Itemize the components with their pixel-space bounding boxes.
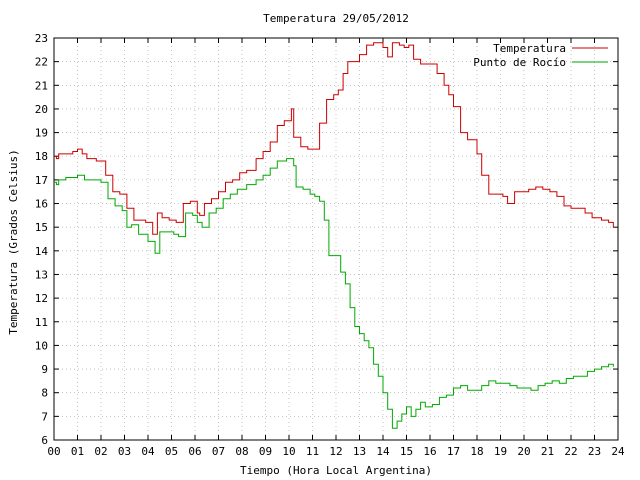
legend-label: Punto de Rocío <box>473 56 566 69</box>
x-tick-label: 20 <box>517 445 530 458</box>
y-tick-label: 21 <box>35 79 48 92</box>
y-tick-label: 20 <box>35 103 48 116</box>
x-tick-label: 12 <box>329 445 342 458</box>
x-tick-label: 00 <box>47 445 60 458</box>
x-tick-label: 13 <box>353 445 366 458</box>
series-line-punto-de-rocio <box>54 158 614 429</box>
y-tick-label: 14 <box>35 245 49 258</box>
y-tick-label: 17 <box>35 174 48 187</box>
x-tick-label: 14 <box>376 445 390 458</box>
y-tick-label: 22 <box>35 56 48 69</box>
y-tick-label: 18 <box>35 150 48 163</box>
legend-label: Temperatura <box>493 42 566 55</box>
series-line-temperatura <box>54 42 614 235</box>
y-tick-label: 11 <box>35 316 48 329</box>
series-group <box>54 42 614 429</box>
x-tick-label: 03 <box>118 445 131 458</box>
x-tick-label: 24 <box>611 445 625 458</box>
y-tick-label: 8 <box>41 387 48 400</box>
x-tick-label: 08 <box>235 445 248 458</box>
x-tick-label: 21 <box>541 445 554 458</box>
x-tick-label: 17 <box>447 445 460 458</box>
x-tick-label: 11 <box>306 445 319 458</box>
x-tick-label: 23 <box>588 445 601 458</box>
y-tick-label: 9 <box>41 363 48 376</box>
x-tick-label: 19 <box>494 445 507 458</box>
y-axis-label: Temperatura (Grados Celsius) <box>7 149 20 334</box>
grid <box>54 38 618 440</box>
x-tick-label: 05 <box>165 445 178 458</box>
x-tick-label: 06 <box>188 445 201 458</box>
y-tick-label: 15 <box>35 221 48 234</box>
x-tick-label: 09 <box>259 445 272 458</box>
chart-title: Temperatura 29/05/2012 <box>263 12 409 25</box>
x-axis-label: Tiempo (Hora Local Argentina) <box>240 464 432 477</box>
x-tick-label: 15 <box>400 445 413 458</box>
x-tick-label: 02 <box>94 445 107 458</box>
x-tick-label: 04 <box>141 445 155 458</box>
x-tick-label: 10 <box>282 445 295 458</box>
y-tick-label: 19 <box>35 127 48 140</box>
x-tick-label: 01 <box>71 445 84 458</box>
y-tick-label: 23 <box>35 32 48 45</box>
y-tick-label: 6 <box>41 434 48 447</box>
x-tick-label: 07 <box>212 445 225 458</box>
y-tick-label: 7 <box>41 410 48 423</box>
x-tick-label: 18 <box>470 445 483 458</box>
x-tick-label: 22 <box>564 445 577 458</box>
y-tick-label: 10 <box>35 339 48 352</box>
x-tick-label: 16 <box>423 445 436 458</box>
axis-ticks: 6 7 8 9 10 11 12 13 14 15 16 17 18 19 20 21 22 23 00 01 02 03… <box>35 32 625 458</box>
y-tick-label: 13 <box>35 268 48 281</box>
y-tick-label: 12 <box>35 292 48 305</box>
y-tick-label: 16 <box>35 198 48 211</box>
